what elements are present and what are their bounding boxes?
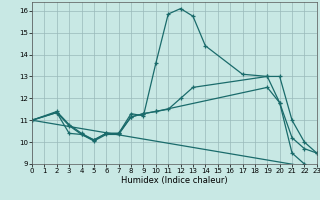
X-axis label: Humidex (Indice chaleur): Humidex (Indice chaleur) [121, 176, 228, 185]
